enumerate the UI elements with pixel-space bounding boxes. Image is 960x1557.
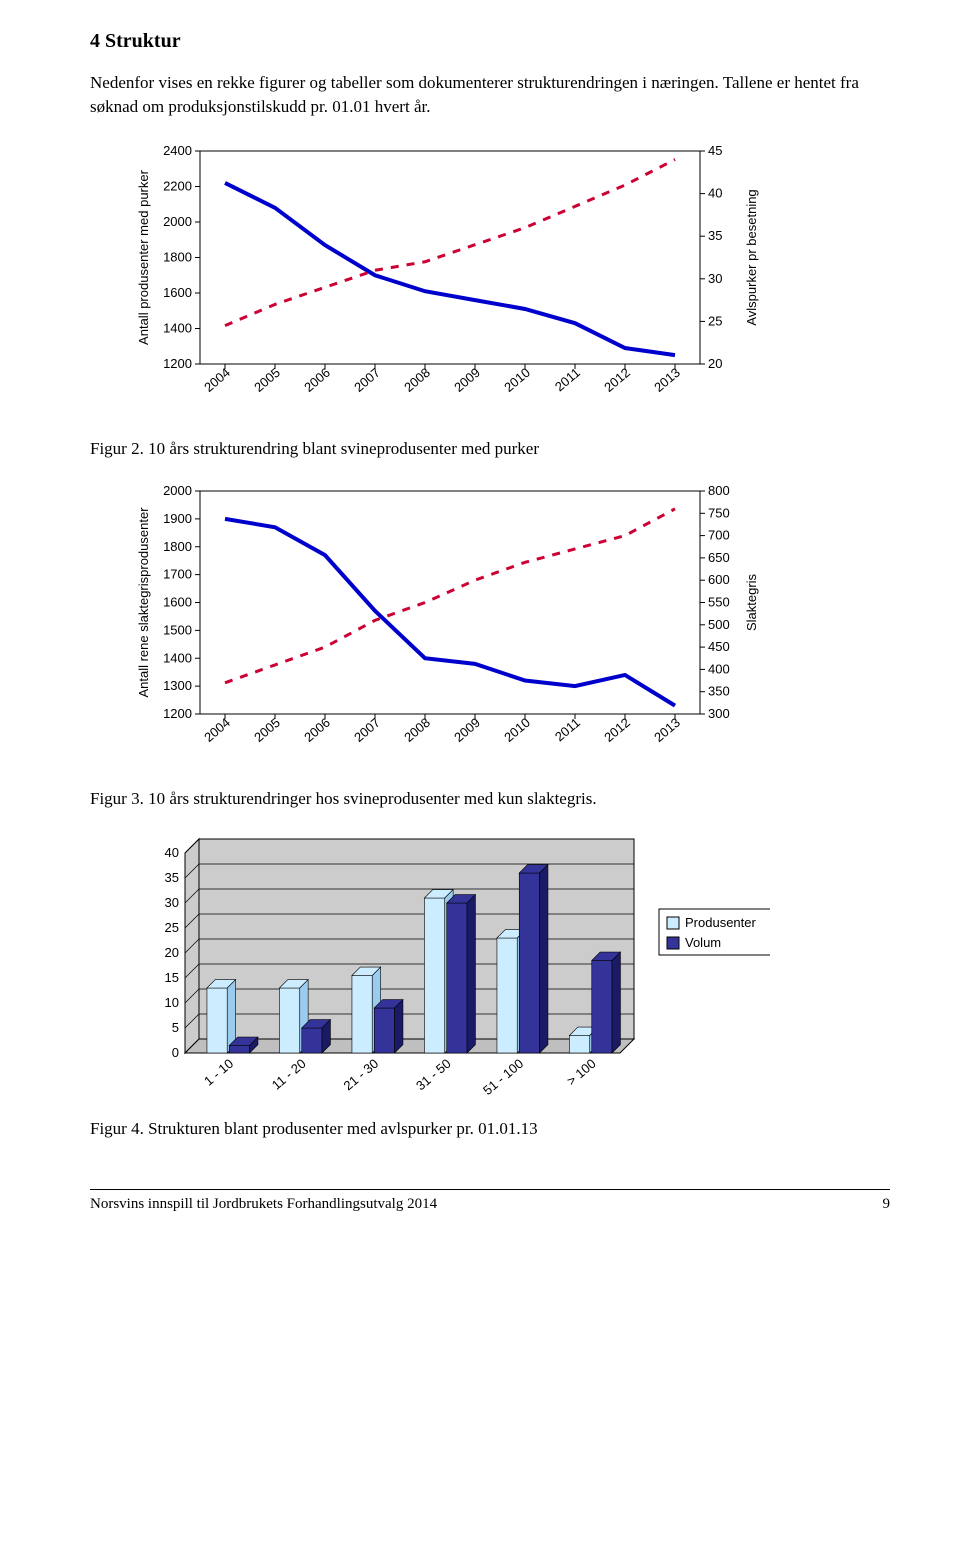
svg-text:1900: 1900 <box>163 510 192 525</box>
svg-text:Produsenter: Produsenter <box>685 915 756 930</box>
svg-text:2010: 2010 <box>501 364 533 394</box>
svg-text:2200: 2200 <box>163 178 192 193</box>
caption-1: Figur 2. 10 års strukturendring blant sv… <box>90 439 890 459</box>
svg-text:51 - 100: 51 - 100 <box>480 1055 526 1097</box>
svg-text:Antall rene slaktegrisprodusen: Antall rene slaktegrisprodusenter <box>136 506 151 697</box>
svg-text:2011: 2011 <box>552 714 583 743</box>
svg-text:25: 25 <box>165 920 179 935</box>
svg-text:15: 15 <box>165 970 179 985</box>
svg-text:550: 550 <box>708 594 730 609</box>
svg-text:Avlspurker pr besetning: Avlspurker pr besetning <box>744 189 759 325</box>
svg-text:2008: 2008 <box>401 714 433 744</box>
chart-2: 1200 1300 1400 1500 1600 1700 1800 1900 2000 300 3… <box>130 479 890 769</box>
svg-text:30: 30 <box>165 895 179 910</box>
svg-text:25: 25 <box>708 313 722 328</box>
svg-text:2006: 2006 <box>301 714 333 744</box>
svg-text:Antall produsenter med purker: Antall produsenter med purker <box>136 169 151 345</box>
page-footer: Norsvins innspill til Jordbrukets Forhan… <box>90 1189 890 1213</box>
svg-text:1600: 1600 <box>163 594 192 609</box>
svg-text:0: 0 <box>172 1045 179 1060</box>
svg-text:1200: 1200 <box>163 356 192 371</box>
chart-3-svg: 0 5 10 15 20 25 30 35 40 1 - 10 11 - 20 21 - 30 31 -… <box>130 829 770 1099</box>
svg-text:1800: 1800 <box>163 249 192 264</box>
svg-text:2007: 2007 <box>351 364 383 394</box>
svg-text:2004: 2004 <box>201 364 233 394</box>
svg-text:11 - 20: 11 - 20 <box>269 1055 309 1092</box>
svg-text:1500: 1500 <box>163 622 192 637</box>
svg-text:750: 750 <box>708 505 730 520</box>
svg-text:20: 20 <box>165 945 179 960</box>
caption-2: Figur 3. 10 års strukturendringer hos sv… <box>90 789 890 809</box>
svg-text:2013: 2013 <box>651 364 683 394</box>
svg-text:400: 400 <box>708 661 730 676</box>
svg-text:1600: 1600 <box>163 285 192 300</box>
svg-text:10: 10 <box>165 995 179 1010</box>
footer-left: Norsvins innspill til Jordbrukets Forhan… <box>90 1196 437 1213</box>
svg-text:1300: 1300 <box>163 678 192 693</box>
svg-text:650: 650 <box>708 549 730 564</box>
svg-text:2011: 2011 <box>552 364 583 393</box>
chart-3: 0 5 10 15 20 25 30 35 40 1 - 10 11 - 20 21 - 30 31 -… <box>130 829 890 1099</box>
svg-text:2013: 2013 <box>651 714 683 744</box>
svg-text:450: 450 <box>708 639 730 654</box>
svg-text:Slaktegris: Slaktegris <box>744 573 759 631</box>
svg-text:500: 500 <box>708 616 730 631</box>
svg-text:31 - 50: 31 - 50 <box>413 1055 454 1093</box>
svg-text:40: 40 <box>165 845 179 860</box>
svg-text:700: 700 <box>708 527 730 542</box>
svg-text:1700: 1700 <box>163 566 192 581</box>
svg-text:350: 350 <box>708 683 730 698</box>
footer-right: 9 <box>883 1196 891 1213</box>
svg-text:2000: 2000 <box>163 483 192 498</box>
svg-text:1 - 10: 1 - 10 <box>201 1055 236 1088</box>
svg-text:35: 35 <box>708 228 722 243</box>
svg-text:1800: 1800 <box>163 538 192 553</box>
svg-text:Volum: Volum <box>685 935 721 950</box>
svg-text:2012: 2012 <box>601 364 633 394</box>
svg-text:> 100: > 100 <box>564 1055 599 1088</box>
svg-text:2009: 2009 <box>451 714 483 744</box>
svg-text:1200: 1200 <box>163 706 192 721</box>
svg-text:800: 800 <box>708 483 730 498</box>
svg-text:300: 300 <box>708 706 730 721</box>
svg-text:2008: 2008 <box>401 364 433 394</box>
svg-text:2012: 2012 <box>601 714 633 744</box>
intro-paragraph: Nedenfor vises en rekke figurer og tabel… <box>90 71 890 119</box>
svg-text:2009: 2009 <box>451 364 483 394</box>
svg-text:30: 30 <box>708 270 722 285</box>
svg-text:21 - 30: 21 - 30 <box>341 1055 382 1093</box>
svg-text:600: 600 <box>708 572 730 587</box>
chart-1: 1200 1400 1600 1800 2000 2200 2400 20 25 30 35 40 45… <box>130 139 890 419</box>
svg-text:2000: 2000 <box>163 214 192 229</box>
caption-3: Figur 4. Strukturen blant produsenter me… <box>90 1119 890 1139</box>
svg-text:2005: 2005 <box>251 714 283 744</box>
svg-text:2005: 2005 <box>251 364 283 394</box>
svg-text:2400: 2400 <box>163 143 192 158</box>
svg-text:40: 40 <box>708 185 722 200</box>
svg-text:1400: 1400 <box>163 320 192 335</box>
svg-text:5: 5 <box>172 1020 179 1035</box>
svg-text:1400: 1400 <box>163 650 192 665</box>
svg-text:2010: 2010 <box>501 714 533 744</box>
svg-text:2006: 2006 <box>301 364 333 394</box>
svg-text:20: 20 <box>708 356 722 371</box>
svg-text:2007: 2007 <box>351 714 383 744</box>
svg-text:2004: 2004 <box>201 714 233 744</box>
chart-1-svg: 1200 1400 1600 1800 2000 2200 2400 20 25 30 35 40 45… <box>130 139 770 419</box>
svg-text:45: 45 <box>708 143 722 158</box>
section-title: 4 Struktur <box>90 30 890 53</box>
chart-2-svg: 1200 1300 1400 1500 1600 1700 1800 1900 2000 300 3… <box>130 479 770 769</box>
svg-text:35: 35 <box>165 870 179 885</box>
